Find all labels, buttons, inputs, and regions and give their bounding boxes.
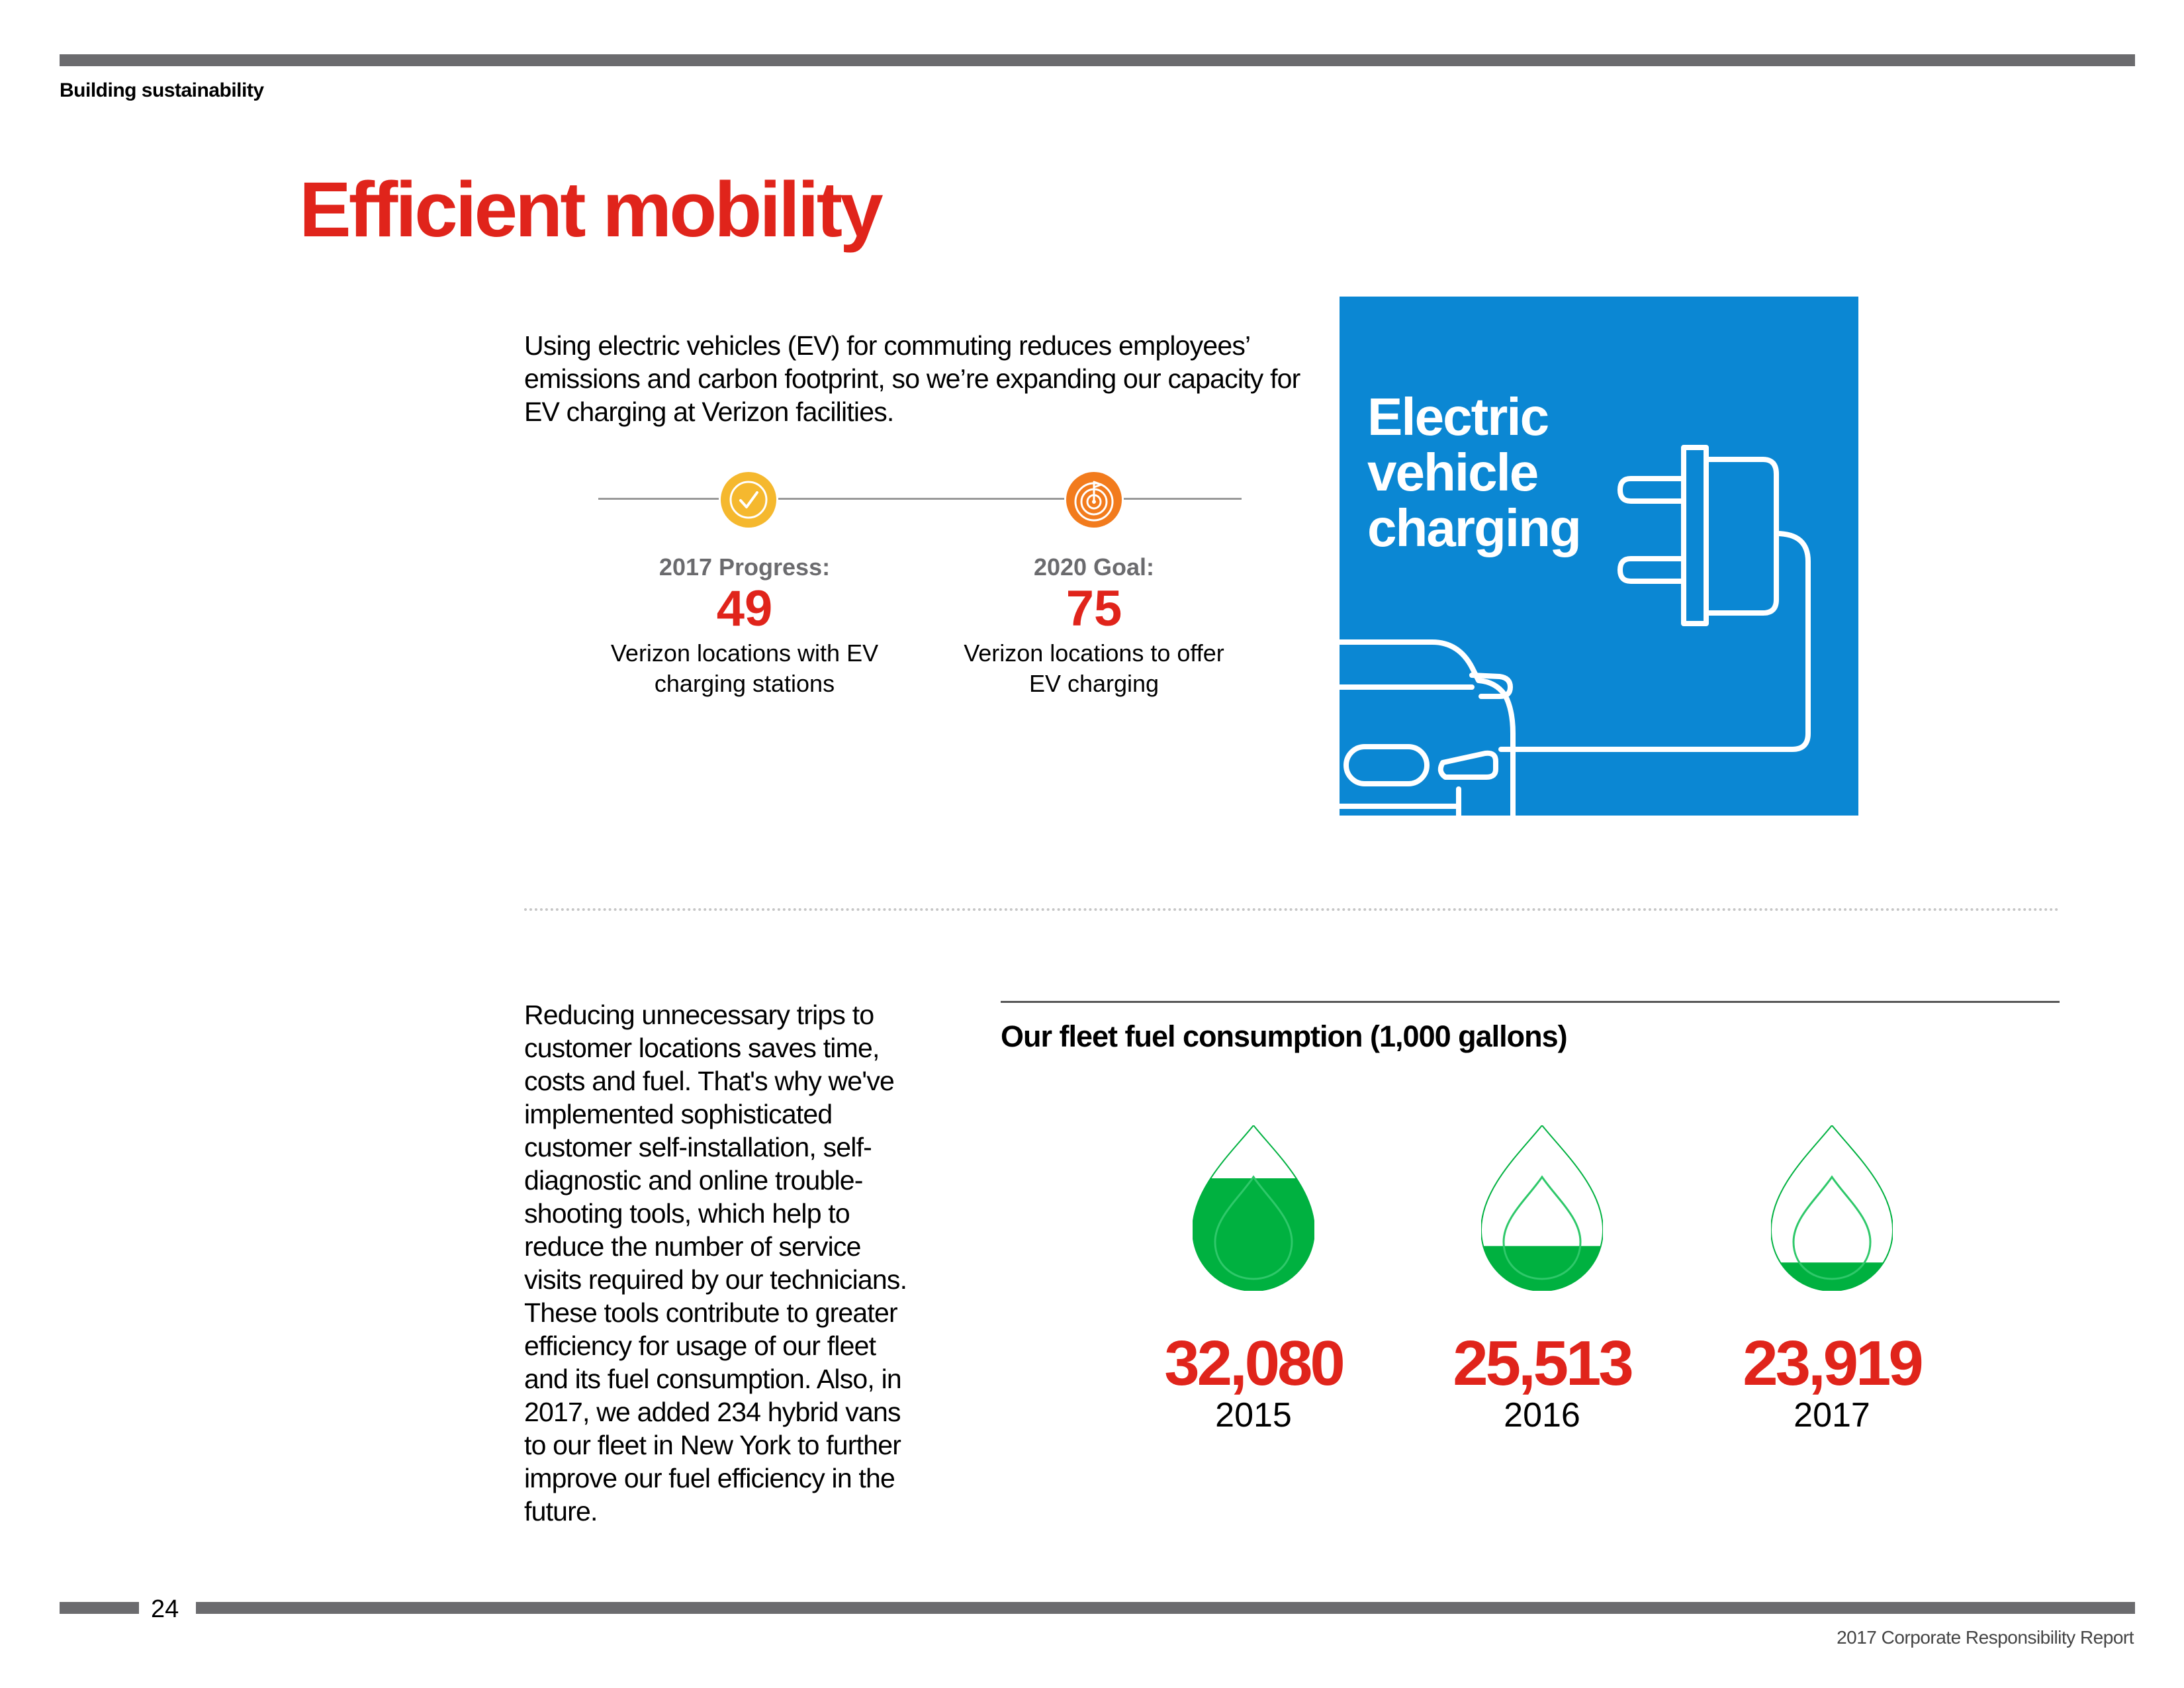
fuel-drop-icon xyxy=(1771,1125,1893,1291)
progress-metric: 2017 Progress: 49 Verizon locations with… xyxy=(596,553,893,699)
ev-charging-panel: Electric vehicle charging xyxy=(1340,297,1858,816)
header-rule xyxy=(60,54,2135,66)
intro-paragraph: Using electric vehicles (EV) for commuti… xyxy=(524,330,1300,427)
fuel-value-label: 25,513 xyxy=(1453,1328,1634,1399)
fuel-drop-icon xyxy=(1481,1125,1603,1291)
chart-top-rule xyxy=(1001,1001,2060,1003)
ev-panel-title: Electric vehicle charging xyxy=(1367,387,1582,557)
chart-title: Our fleet fuel consumption (1,000 gallon… xyxy=(1001,1019,1568,1053)
section-label: Building sustainability xyxy=(60,79,264,101)
page-title: Efficient mobility xyxy=(299,166,884,254)
progress-description: Verizon locations with EV charging stati… xyxy=(610,639,879,697)
fuel-value-label: 32,080 xyxy=(1164,1328,1345,1399)
progress-value: 49 xyxy=(716,581,773,637)
fuel-value-label: 23,919 xyxy=(1743,1328,1924,1399)
footer-rule-left xyxy=(60,1602,139,1614)
target-icon xyxy=(1066,472,1122,528)
footer-report-title: 2017 Corporate Responsibility Report xyxy=(1837,1627,2134,1648)
fleet-paragraph: Reducing unnecessary trips to customer l… xyxy=(524,1000,907,1526)
progress-connector-left xyxy=(598,498,719,500)
fuel-year-label: 2016 xyxy=(1504,1396,1580,1434)
check-circle-icon xyxy=(721,472,776,528)
goal-metric: 2020 Goal: 75 Verizon locations to offer… xyxy=(962,553,1226,699)
footer-rule-right xyxy=(196,1602,2135,1614)
fuel-drop-icon xyxy=(1193,1125,1314,1291)
fuel-year-label: 2015 xyxy=(1215,1396,1292,1434)
section-divider xyxy=(524,908,2060,911)
fuel-year-label: 2017 xyxy=(1794,1396,1870,1434)
ev-charging-plug-car-icon xyxy=(1340,445,1811,816)
goal-label: 2020 Goal: xyxy=(1033,553,1155,581)
goal-value: 75 xyxy=(1066,581,1122,637)
progress-connector-right xyxy=(1124,498,1242,500)
progress-connector-mid xyxy=(778,498,1064,500)
progress-label: 2017 Progress: xyxy=(659,553,831,581)
page-number: 24 xyxy=(151,1595,179,1623)
goal-description: Verizon locations to offer EV charging xyxy=(964,639,1224,697)
